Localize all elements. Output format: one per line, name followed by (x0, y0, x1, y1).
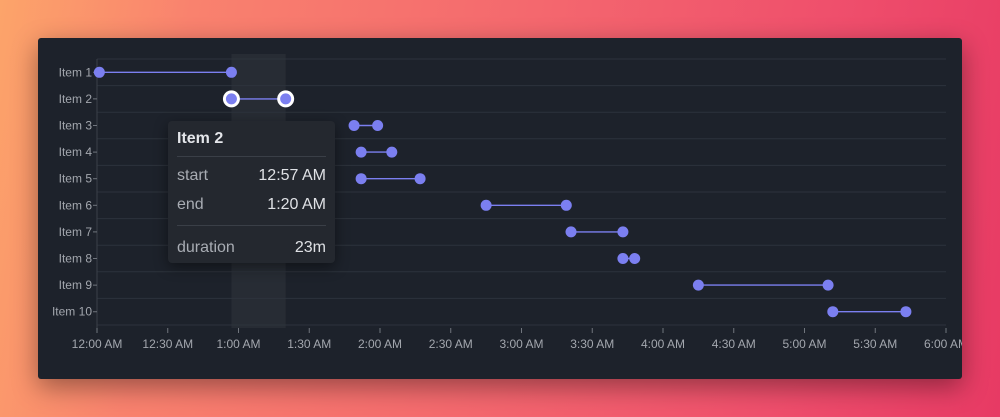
tooltip-duration-label: duration (177, 239, 235, 256)
dumbbell-chart: Item 1 Item 2 Item 3 Item 4 Item 5 Item 6 Item… (52, 54, 962, 351)
tooltip-end-value: 1:20 AM (267, 196, 326, 213)
start-point[interactable] (565, 226, 577, 238)
x-tick-label: 4:00 AM (641, 337, 685, 351)
x-tick-label: 6:00 AM (924, 337, 962, 351)
tooltip-start-label: start (177, 167, 209, 184)
y-tick-label: Item 5 (59, 172, 93, 186)
y-tick-label: Item 8 (59, 252, 93, 266)
x-tick-label: 3:00 AM (499, 337, 543, 351)
end-point[interactable] (822, 279, 834, 291)
x-tick-label: 3:30 AM (570, 337, 614, 351)
end-point[interactable] (414, 173, 426, 185)
end-point[interactable] (617, 226, 629, 238)
tooltip-start-value: 12:57 AM (258, 167, 326, 184)
x-tick-label: 4:30 AM (712, 337, 756, 351)
y-tick-label: Item 7 (59, 225, 93, 239)
x-tick-label: 1:00 AM (216, 337, 260, 351)
start-point[interactable] (355, 173, 367, 185)
end-point[interactable] (225, 66, 237, 78)
start-point[interactable] (355, 146, 367, 158)
end-point[interactable] (280, 93, 292, 105)
end-point[interactable] (372, 120, 384, 131)
chart-card: Item 1 Item 2 Item 3 Item 4 Item 5 Item 6 Item… (38, 38, 962, 379)
y-tick-label: Item 4 (59, 145, 93, 159)
tooltip-title: Item 2 (177, 121, 326, 157)
x-tick-label: 12:30 AM (142, 337, 193, 351)
start-point[interactable] (225, 93, 237, 105)
x-tick-label: 2:30 AM (429, 337, 473, 351)
x-tick-label: 1:30 AM (287, 337, 331, 351)
x-tick-label: 2:00 AM (358, 337, 402, 351)
start-point[interactable] (617, 253, 629, 264)
end-point[interactable] (560, 199, 572, 211)
tooltip-duration-value: 23m (294, 239, 326, 256)
y-tick-label: Item 6 (59, 198, 93, 212)
tooltip-end-label: end (177, 196, 204, 213)
start-point[interactable] (827, 306, 839, 318)
tooltip: Item 2 start 12:57 AM end 1:20 AM durati… (168, 121, 335, 263)
y-tick-label: Item 10 (52, 305, 92, 319)
y-tick-label: Item 9 (59, 278, 93, 292)
end-point[interactable] (629, 253, 641, 264)
end-point[interactable] (386, 146, 398, 158)
end-point[interactable] (900, 306, 912, 318)
start-point[interactable] (348, 120, 360, 131)
start-point[interactable] (93, 66, 105, 78)
x-tick-label: 5:30 AM (853, 337, 897, 351)
start-point[interactable] (692, 279, 704, 291)
y-tick-label: Item 1 (59, 65, 93, 79)
start-point[interactable] (480, 199, 492, 211)
x-tick-label: 12:00 AM (72, 337, 123, 351)
y-tick-label: Item 2 (59, 92, 93, 106)
x-tick-label: 5:00 AM (782, 337, 826, 351)
y-tick-label: Item 3 (59, 119, 93, 133)
